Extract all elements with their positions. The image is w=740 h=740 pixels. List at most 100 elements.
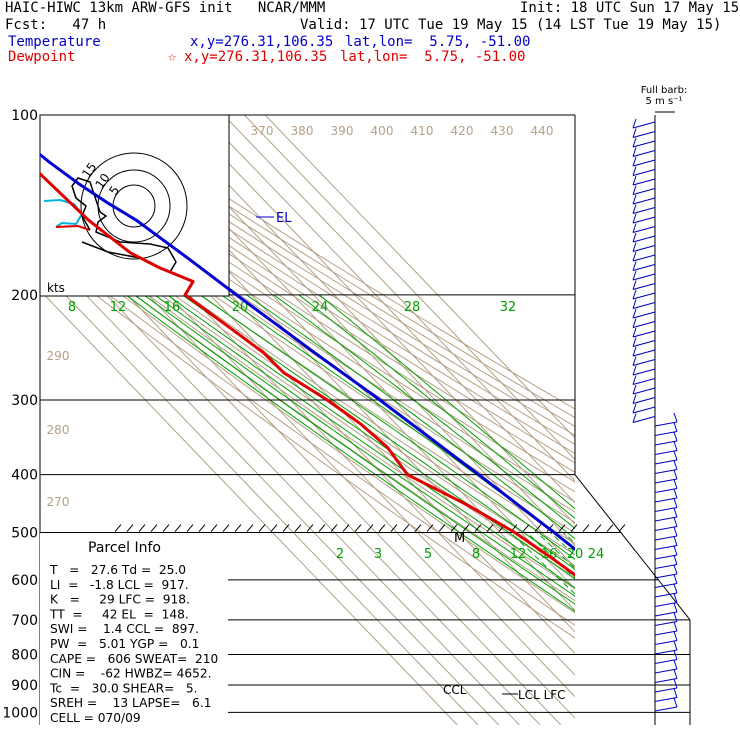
wind-barb bbox=[632, 359, 656, 366]
hatch-mark bbox=[402, 524, 410, 532]
isotherm-line bbox=[40, 289, 458, 725]
dry-adiabat-line bbox=[40, 172, 575, 534]
wind-barb-flag bbox=[632, 175, 637, 186]
moist-adiabat-label: 8 bbox=[68, 300, 76, 315]
parcel-row: CIN = -62 HWBZ= 4652. bbox=[50, 667, 211, 681]
isotherm-line bbox=[140, 115, 575, 568]
header: HAIC-HIWC 13km ARW-GFS init NCAR/MMM Ini… bbox=[0, 0, 740, 70]
wind-barb-flag bbox=[673, 688, 678, 698]
wind-barb bbox=[654, 431, 678, 436]
theta-label: 270 bbox=[47, 495, 70, 509]
isotherm-line bbox=[223, 115, 575, 482]
parcel-row: CELL = 070/09 bbox=[50, 711, 141, 725]
isotherm-line bbox=[40, 267, 479, 725]
wind-barb bbox=[632, 264, 656, 271]
mixing-ratio-line bbox=[596, 533, 740, 726]
pressure-label: 1000 bbox=[2, 705, 38, 721]
theta-label: 420 bbox=[451, 124, 474, 138]
moist-adiabat-line bbox=[133, 294, 575, 605]
hodograph-mid-trace bbox=[55, 224, 91, 231]
wind-barb bbox=[654, 687, 678, 693]
profiles bbox=[40, 152, 575, 577]
wind-barb-flag bbox=[632, 280, 637, 290]
wind-barb bbox=[632, 245, 656, 252]
dry-adiabat-line bbox=[40, 140, 575, 493]
hatch-mark bbox=[450, 524, 458, 532]
wind-barb-flag bbox=[673, 593, 678, 603]
hatch-mark bbox=[126, 524, 134, 532]
moist-adiabat-line bbox=[125, 294, 575, 612]
wind-barb-flag bbox=[673, 422, 678, 432]
wind-barb-flag bbox=[632, 194, 637, 205]
wind-barb bbox=[654, 592, 678, 598]
wind-barb bbox=[632, 197, 656, 205]
hatch-mark bbox=[366, 524, 374, 532]
dry-adiabat-line bbox=[40, 124, 575, 473]
temperature-xy: x,y=276.31,106.35 bbox=[190, 34, 334, 50]
wind-barb-flag bbox=[632, 413, 637, 423]
wind-barb bbox=[654, 545, 678, 550]
theta-label: 400 bbox=[371, 124, 394, 138]
wind-barb-flag bbox=[632, 299, 637, 309]
dry-adiabat-line bbox=[40, 147, 575, 503]
hatch-mark bbox=[570, 524, 578, 532]
parcel-title: Parcel Info bbox=[88, 540, 161, 556]
lcl-lfc-label: LCL LFC bbox=[518, 688, 566, 702]
wind-barb bbox=[632, 311, 656, 319]
dry-adiabat-line bbox=[78, 115, 575, 427]
isotherm-line bbox=[40, 224, 520, 725]
moist-adiabat-line bbox=[246, 294, 575, 540]
hatch-mark bbox=[354, 524, 362, 532]
dry-adiabat-line bbox=[40, 155, 575, 513]
pressure-label: 800 bbox=[11, 647, 38, 663]
wind-barb bbox=[654, 602, 678, 607]
pressure-label: 900 bbox=[11, 678, 38, 694]
hatch-mark bbox=[606, 524, 614, 532]
wind-barb bbox=[632, 378, 656, 385]
mixing-ratio-line bbox=[591, 533, 740, 726]
hatch-mark bbox=[150, 524, 158, 532]
hatch-mark bbox=[186, 524, 194, 532]
dewpoint-xy: x,y=276.31,106.35 bbox=[184, 49, 328, 65]
wind-barb bbox=[632, 235, 656, 243]
moist-adiabat-label: 28 bbox=[404, 300, 421, 315]
wind-barb bbox=[654, 659, 678, 664]
model-title: HAIC-HIWC 13km ARW-GFS init NCAR/MMM bbox=[5, 0, 326, 16]
hatch-mark bbox=[306, 524, 314, 532]
barb-legend-title: Full barb: bbox=[641, 85, 688, 96]
wind-barb bbox=[632, 349, 656, 357]
wind-barb-flag bbox=[673, 517, 678, 527]
wind-barb-flag bbox=[673, 526, 678, 537]
wind-barb bbox=[654, 649, 678, 655]
theta-label: 290 bbox=[47, 349, 70, 363]
moist-adiabat-line bbox=[143, 294, 575, 598]
theta-label: 280 bbox=[47, 423, 70, 437]
wind-barb bbox=[654, 564, 678, 569]
wind-barb-flag bbox=[632, 318, 637, 328]
wind-barb-flag bbox=[632, 251, 637, 262]
wind-barb-flag bbox=[673, 431, 678, 442]
moist-adiabat-label: 20 bbox=[232, 300, 249, 315]
wind-barb-flag bbox=[632, 147, 637, 157]
wind-barb-flag bbox=[632, 128, 637, 138]
hatch-mark bbox=[534, 524, 542, 532]
pressure-label: 300 bbox=[11, 393, 38, 409]
wind-barb-flag bbox=[673, 545, 678, 556]
wind-barb bbox=[632, 321, 656, 328]
dewpoint-legend: Dewpoint bbox=[8, 49, 76, 65]
dewpoint-profile bbox=[40, 171, 575, 577]
mixing-ratio-line bbox=[601, 533, 740, 726]
wind-barb bbox=[632, 207, 656, 214]
wind-barb-flag bbox=[673, 460, 678, 470]
mixing-ratio-label: 8 bbox=[472, 547, 480, 562]
hatch-mark bbox=[462, 524, 470, 532]
hodograph-upper-trace bbox=[71, 177, 177, 273]
wind-barb bbox=[654, 573, 678, 579]
moist-adiabat-label: 32 bbox=[500, 300, 517, 315]
hatch-mark bbox=[174, 524, 182, 532]
hatch-mark bbox=[342, 524, 350, 532]
hatch-mark bbox=[522, 524, 530, 532]
isotherm-line bbox=[202, 115, 575, 504]
isotherm-line bbox=[264, 115, 575, 439]
wind-barb bbox=[632, 150, 656, 157]
